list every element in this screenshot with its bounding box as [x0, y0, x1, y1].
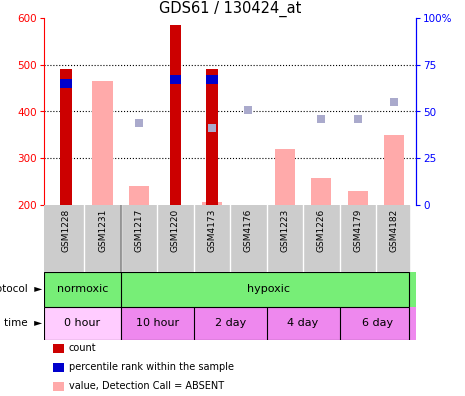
- Bar: [202, 202, 222, 205]
- Bar: [44, 307, 121, 340]
- Bar: [170, 75, 181, 84]
- Text: 2 day: 2 day: [214, 318, 246, 329]
- Bar: [60, 79, 72, 88]
- Text: GSM1231: GSM1231: [98, 208, 107, 252]
- Bar: [93, 81, 113, 205]
- Text: 0 hour: 0 hour: [65, 318, 100, 329]
- Text: normoxic: normoxic: [57, 284, 108, 295]
- Bar: [348, 191, 368, 205]
- Bar: [129, 186, 149, 205]
- Bar: [121, 307, 194, 340]
- Bar: [170, 25, 181, 205]
- Bar: [275, 149, 295, 205]
- Bar: [266, 307, 339, 340]
- Text: 4 day: 4 day: [287, 318, 319, 329]
- Text: GSM1226: GSM1226: [317, 208, 326, 251]
- Bar: [206, 69, 218, 205]
- Text: count: count: [69, 343, 96, 353]
- Text: value, Detection Call = ABSENT: value, Detection Call = ABSENT: [69, 381, 224, 391]
- Bar: [206, 75, 218, 84]
- Text: GSM4173: GSM4173: [207, 208, 216, 252]
- Text: hypoxic: hypoxic: [247, 284, 290, 295]
- Title: GDS61 / 130424_at: GDS61 / 130424_at: [159, 0, 301, 17]
- Text: percentile rank within the sample: percentile rank within the sample: [69, 362, 234, 372]
- Text: protocol  ►: protocol ►: [0, 284, 42, 295]
- Bar: [60, 69, 72, 205]
- Text: 6 day: 6 day: [362, 318, 393, 329]
- Bar: [339, 307, 416, 340]
- Bar: [312, 178, 332, 205]
- Text: time  ►: time ►: [4, 318, 42, 329]
- Bar: [384, 135, 405, 205]
- Bar: [121, 272, 416, 307]
- Text: GSM4182: GSM4182: [390, 208, 399, 251]
- Text: GSM1217: GSM1217: [134, 208, 144, 252]
- Text: GSM4176: GSM4176: [244, 208, 253, 252]
- Text: GSM1220: GSM1220: [171, 208, 180, 251]
- Bar: [44, 272, 121, 307]
- Bar: [194, 307, 266, 340]
- Text: 10 hour: 10 hour: [136, 318, 179, 329]
- Text: GSM1223: GSM1223: [280, 208, 289, 251]
- Text: GSM1228: GSM1228: [61, 208, 71, 251]
- Text: GSM4179: GSM4179: [353, 208, 362, 252]
